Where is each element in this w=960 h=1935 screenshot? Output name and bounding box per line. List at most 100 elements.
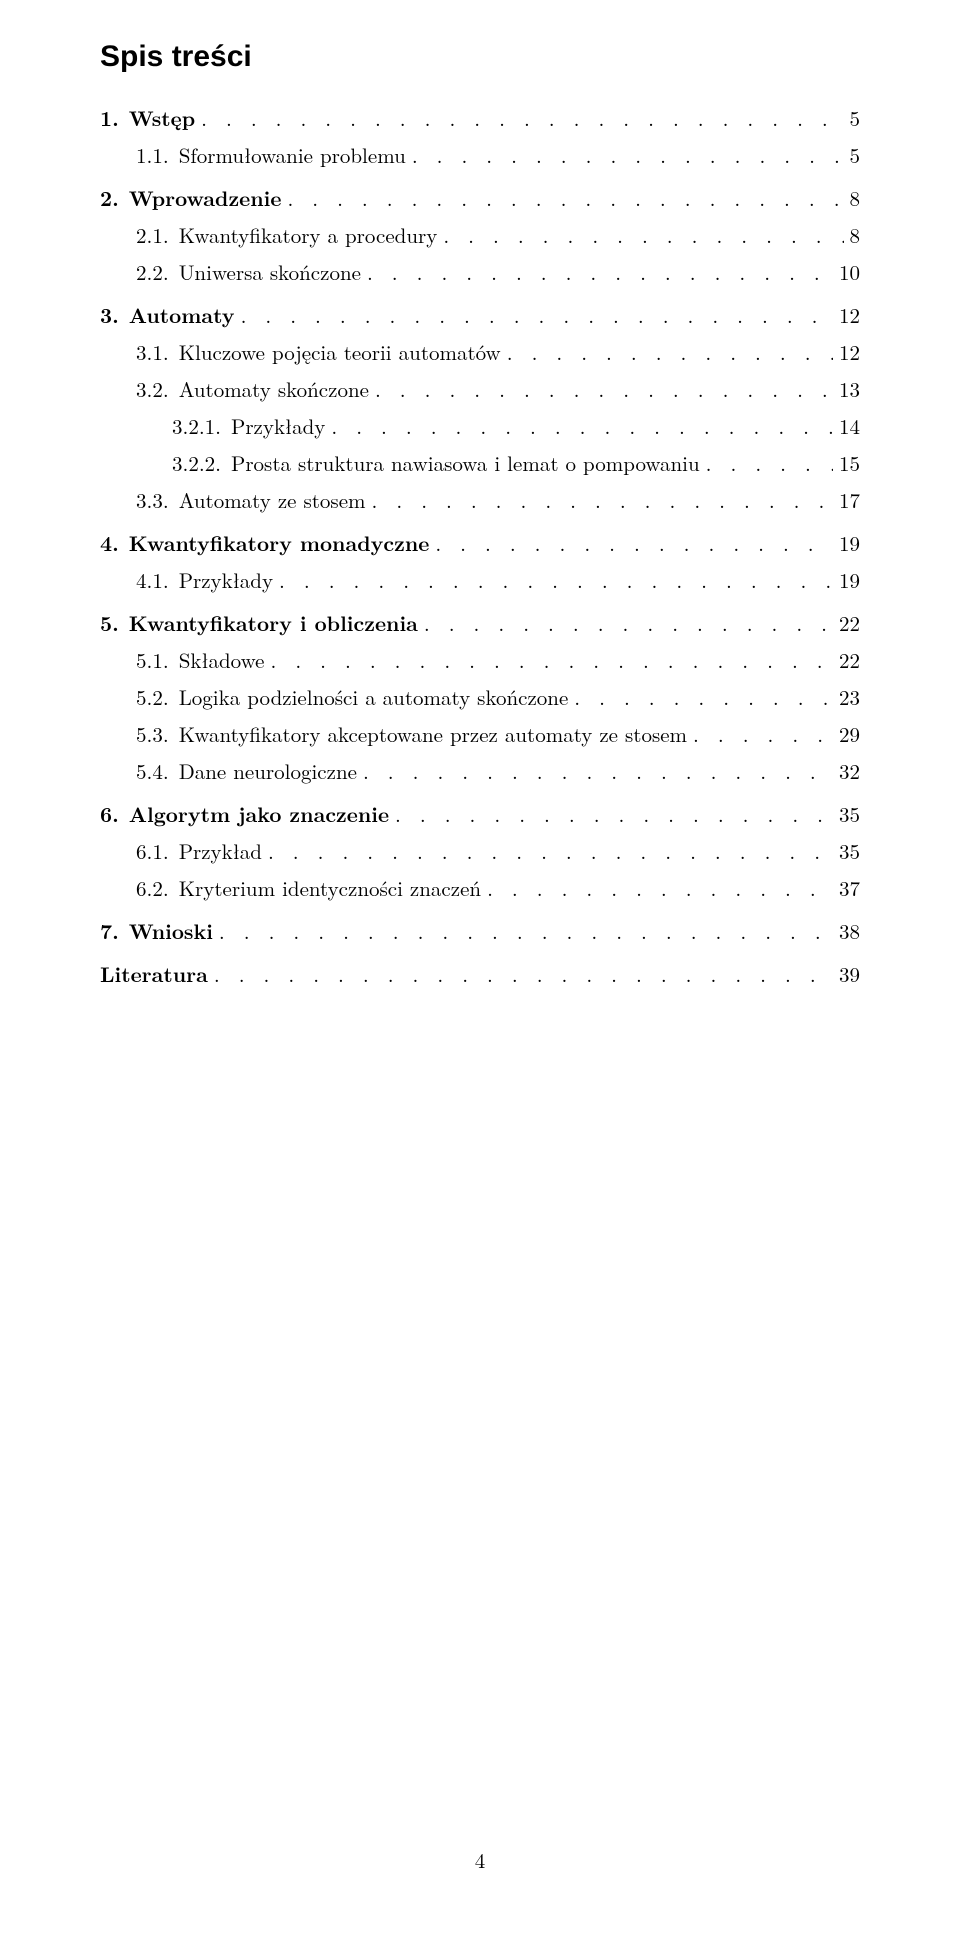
toc-entry-page: 22 xyxy=(839,650,860,671)
toc-entry-title: Wstęp xyxy=(129,103,195,133)
toc-entry-label: Literatura xyxy=(100,964,208,985)
toc-entry-title: Kwantyfikatory monadyczne xyxy=(129,528,430,558)
toc-entry: 6.2.Kryterium identyczności znaczeń 37 xyxy=(136,878,860,899)
toc-entry-page: 32 xyxy=(839,761,860,782)
toc-entry: 5.4.Dane neurologiczne 32 xyxy=(136,761,860,782)
toc-entry-title: Automaty skończone xyxy=(179,374,369,404)
toc-entry-page: 8 xyxy=(850,188,861,209)
toc-entry-label: 3.2.Automaty skończone xyxy=(136,379,369,400)
toc-entry-page: 8 xyxy=(850,225,861,246)
toc-entry-label: 1.1.Sformułowanie problemu xyxy=(136,145,406,166)
toc-entry-label: 6.2.Kryterium identyczności znaczeń xyxy=(136,878,481,899)
page: Spis treści 1.Wstęp51.1.Sformułowanie pr… xyxy=(0,0,960,1935)
toc-entry-number: 5.3. xyxy=(136,719,169,749)
toc-entry-label: 7.Wnioski xyxy=(100,921,213,942)
toc-leader-dots xyxy=(435,533,833,554)
toc-entry-title: Algorytm jako znaczenie xyxy=(129,799,389,829)
toc-entry-title: Przykłady xyxy=(231,411,325,441)
toc-entry-number: 6. xyxy=(100,799,119,829)
toc-entry-label: 3.2.2.Prosta struktura nawiasowa i lemat… xyxy=(172,453,700,474)
toc-entry-label: 6.1.Przykład xyxy=(136,841,262,862)
toc-entry: 1.1.Sformułowanie problemu 5 xyxy=(136,145,860,166)
toc-entry: 4.Kwantyfikatory monadyczne19 xyxy=(100,533,860,554)
toc-entry: 3.2.1.Przykłady 14 xyxy=(172,416,860,437)
toc-entry-page: 12 xyxy=(839,305,860,326)
toc-entry-page: 5 xyxy=(850,145,861,166)
toc-entry-title: Sformułowanie problemu xyxy=(179,140,406,170)
toc-entry-page: 12 xyxy=(839,342,860,363)
toc-entry-page: 10 xyxy=(839,262,860,283)
toc-entry-label: 3.1.Kluczowe pojęcia teorii automatów xyxy=(136,342,501,363)
toc-leader-dots xyxy=(271,650,834,671)
toc-entry-number: 5.4. xyxy=(136,756,169,786)
toc-entry-number: 2.2. xyxy=(136,257,169,287)
toc-entry-label: 5.Kwantyfikatory i obliczenia xyxy=(100,613,418,634)
toc-entry-page: 29 xyxy=(839,724,860,745)
toc-entry-page: 14 xyxy=(839,416,860,437)
toc-entry-page: 35 xyxy=(839,804,860,825)
toc-leader-dots xyxy=(214,964,833,985)
toc-leader-dots xyxy=(372,490,833,511)
toc-entry-number: 4.1. xyxy=(136,565,169,595)
toc-entry-title: Kryterium identyczności znaczeń xyxy=(179,873,481,903)
toc-entry-title: Kluczowe pojęcia teorii automatów xyxy=(179,337,501,367)
toc-entry: 3.3.Automaty ze stosem17 xyxy=(136,490,860,511)
toc-entry-number: 7. xyxy=(100,916,119,946)
toc-entry: 2.Wprowadzenie8 xyxy=(100,188,860,209)
toc-leader-dots xyxy=(574,687,833,708)
toc-entry: Literatura39 xyxy=(100,964,860,985)
toc-entry-title: Dane neurologiczne xyxy=(179,756,357,786)
toc-entry: 4.1.Przykłady 19 xyxy=(136,570,860,591)
toc-entry-label: 4.1.Przykłady xyxy=(136,570,273,591)
toc-entry-title: Automaty xyxy=(129,300,235,330)
toc-entry-page: 19 xyxy=(839,570,860,591)
toc-entry-number: 2.1. xyxy=(136,220,169,250)
toc-entry-page: 38 xyxy=(839,921,860,942)
toc-entry: 5.3.Kwantyfikatory akceptowane przez aut… xyxy=(136,724,860,745)
toc-entry: 3.2.Automaty skończone13 xyxy=(136,379,860,400)
toc-entry: 3.1.Kluczowe pojęcia teorii automatów 12 xyxy=(136,342,860,363)
table-of-contents: 1.Wstęp51.1.Sformułowanie problemu52.Wpr… xyxy=(100,108,860,985)
toc-entry-label: 5.4.Dane neurologiczne xyxy=(136,761,357,782)
toc-entry-label: 6.Algorytm jako znaczenie xyxy=(100,804,389,825)
toc-entry-title: Wprowadzenie xyxy=(129,183,282,213)
toc-leader-dots xyxy=(395,804,833,825)
toc-entry-number: 2. xyxy=(100,183,119,213)
toc-entry-label: 1.Wstęp xyxy=(100,108,195,129)
toc-leader-dots xyxy=(241,305,833,326)
toc-entry-number: 6.1. xyxy=(136,836,169,866)
toc-entry-title: Kwantyfikatory i obliczenia xyxy=(129,608,418,638)
toc-entry: 2.1.Kwantyfikatory a procedury8 xyxy=(136,225,860,246)
toc-entry-label: 3.Automaty xyxy=(100,305,235,326)
page-footer-number: 4 xyxy=(0,1845,960,1875)
toc-entry-number: 3. xyxy=(100,300,119,330)
toc-leader-dots xyxy=(443,225,843,246)
toc-entry-page: 37 xyxy=(839,878,860,899)
toc-entry-title: Logika podzielności a automaty skończone xyxy=(179,682,569,712)
toc-leader-dots xyxy=(367,262,833,283)
toc-entry-page: 35 xyxy=(839,841,860,862)
toc-entry-number: 5. xyxy=(100,608,119,638)
toc-entry-label: 3.3.Automaty ze stosem xyxy=(136,490,366,511)
toc-leader-dots xyxy=(363,761,833,782)
toc-entry: 3.Automaty 12 xyxy=(100,305,860,326)
toc-entry-title: Automaty ze stosem xyxy=(179,485,366,515)
toc-leader-dots xyxy=(693,724,833,745)
toc-entry-number: 4. xyxy=(100,528,119,558)
toc-entry-label: 3.2.1.Przykłady xyxy=(172,416,325,437)
toc-entry: 5.2.Logika podzielności a automaty skońc… xyxy=(136,687,860,708)
toc-leader-dots xyxy=(331,416,833,437)
toc-heading: Spis treści xyxy=(100,40,860,74)
toc-entry-title: Uniwersa skończone xyxy=(179,257,361,287)
toc-leader-dots xyxy=(424,613,833,634)
toc-leader-dots xyxy=(412,145,844,166)
toc-entry-number: 3.2.2. xyxy=(172,448,221,478)
toc-entry-number: 1.1. xyxy=(136,140,169,170)
toc-entry: 6.Algorytm jako znaczenie 35 xyxy=(100,804,860,825)
toc-entry-title: Wnioski xyxy=(129,916,213,946)
toc-leader-dots xyxy=(375,379,833,400)
toc-entry-label: 5.2.Logika podzielności a automaty skońc… xyxy=(136,687,568,708)
toc-leader-dots xyxy=(219,921,833,942)
toc-entry-number: 3.2. xyxy=(136,374,169,404)
toc-entry-title: Prosta struktura nawiasowa i lemat o pom… xyxy=(231,448,700,478)
